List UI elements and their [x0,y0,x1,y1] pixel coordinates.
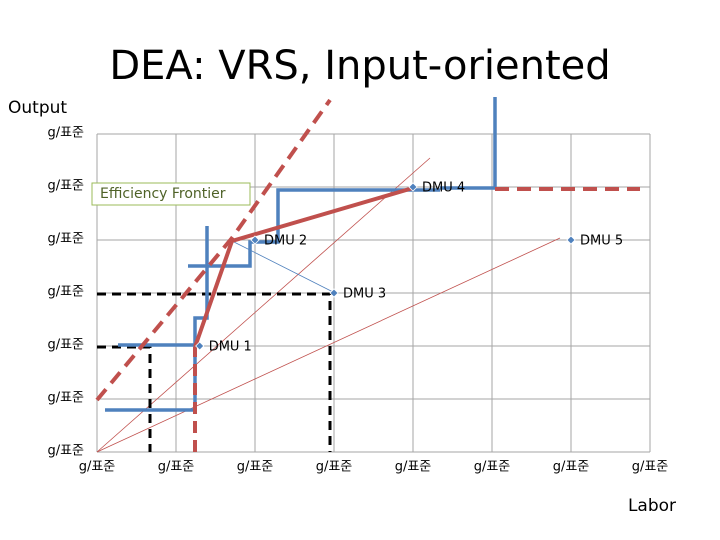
guide-lines [95,97,640,453]
ray [96,237,561,453]
y-tick-label: g/표준 [47,126,84,141]
data-point [250,235,260,245]
annotation: Efficiency Frontier [100,186,226,202]
annotation-box [91,182,251,206]
x-axis-label: Labor [628,496,676,516]
data-point [566,235,576,245]
step-lines [105,97,497,412]
chart-title: DEA: VRS, Input-oriented [109,43,610,89]
dashed-projection [97,345,152,452]
ray [96,157,431,453]
point-label: DMU 3 [343,287,386,302]
point-label: DMU 1 [209,340,252,355]
point-label: DMU 4 [422,181,465,196]
data-point [408,182,418,192]
x-tick-label: g/표준 [474,460,511,475]
y-tick-label: g/표준 [47,285,84,300]
x-tick-label: g/표준 [553,460,590,475]
point-label: DMU 5 [580,234,623,249]
data-point [329,288,339,298]
x-tick-label: g/표준 [316,460,353,475]
frontier-dashed [95,98,332,402]
data-point [195,341,205,351]
x-tick-label: g/표준 [79,460,116,475]
y-tick-label: g/표준 [47,232,84,247]
frontier [193,186,414,348]
x-tick-label: g/표준 [158,460,195,475]
x-tick-label: g/표준 [632,460,669,475]
y-tick-label: g/표준 [47,179,84,194]
y-tick-label: g/표준 [47,391,84,406]
x-tick-label: g/표준 [395,460,432,475]
y-axis-label: Output [8,98,67,118]
y-tick-label: g/표준 [47,338,84,353]
point-label: DMU 2 [264,234,307,249]
y-tick-label: g/표준 [47,444,84,459]
x-tick-label: g/표준 [237,460,274,475]
dashed-projection [97,292,332,452]
